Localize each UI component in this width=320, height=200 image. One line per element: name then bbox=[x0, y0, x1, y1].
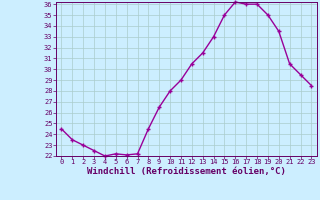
X-axis label: Windchill (Refroidissement éolien,°C): Windchill (Refroidissement éolien,°C) bbox=[87, 167, 286, 176]
